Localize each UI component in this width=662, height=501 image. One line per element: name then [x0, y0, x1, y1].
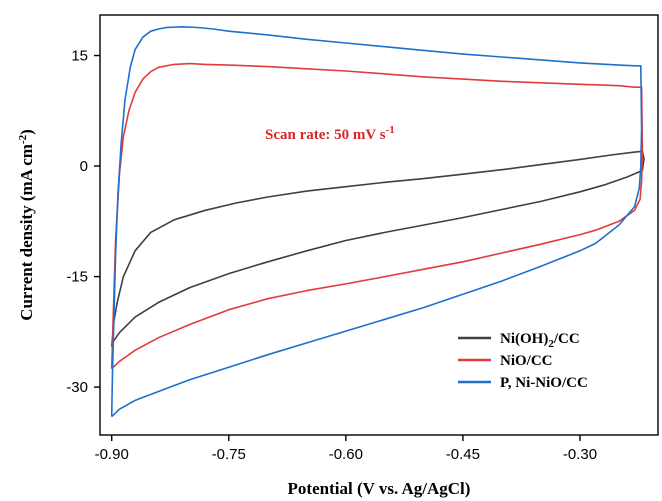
legend-entry-nio: NiO/CC	[458, 353, 553, 369]
legend-label-nioh2-part2: /CC	[553, 331, 580, 347]
series-line-nioh2	[110, 150, 645, 347]
legend-label-nioh2-subscript: 2	[548, 338, 554, 350]
y-axis-title: Current density (mA cm-2)	[17, 129, 36, 321]
legend-entry-p-ni-nio: P, Ni-NiO/CC	[458, 375, 588, 391]
plot-frame	[99, 14, 659, 436]
y-axis-title-close: )	[17, 129, 36, 135]
scan-rate-annotation: Scan rate: 50 mV s-1	[265, 124, 395, 143]
x-tick-label: -0.60	[329, 446, 363, 463]
y-tick-label: 15	[71, 48, 88, 65]
series-line-p-ni-nio	[110, 25, 643, 418]
y-axis-title-main: Current density (mA cm	[17, 144, 36, 321]
x-axis-title: Potential (V vs. Ag/AgCl)	[288, 479, 471, 498]
legend-label-p-ni-nio: P, Ni-NiO/CC	[500, 375, 588, 391]
x-tick-label: -0.75	[212, 446, 246, 463]
series-line-nio	[110, 62, 644, 370]
y-tick-label: -30	[66, 379, 88, 396]
legend-label-nio: NiO/CC	[500, 353, 553, 369]
y-axis-title-exponent: -2	[17, 134, 29, 144]
x-tick-label: -0.90	[95, 446, 129, 463]
legend: Ni(OH)2/CC NiO/CC P, Ni-NiO/CC	[458, 331, 588, 391]
scan-rate-exponent: -1	[386, 124, 395, 136]
x-tick-label: -0.30	[563, 446, 597, 463]
legend-label-nioh2-part1: Ni(OH)	[500, 331, 548, 347]
y-tick-label: 0	[80, 158, 88, 175]
legend-label-nioh2: Ni(OH)2/CC	[500, 331, 580, 350]
legend-entry-nioh2: Ni(OH)2/CC	[458, 331, 580, 350]
axis-ticks: -0.90 -0.75 -0.60 -0.45 -0.30 15 0 -15 -30	[66, 48, 597, 463]
x-tick-label: -0.45	[446, 446, 480, 463]
series-lines	[110, 25, 645, 418]
scan-rate-text: Scan rate: 50 mV s	[265, 127, 386, 143]
y-tick-label: -15	[66, 269, 88, 286]
